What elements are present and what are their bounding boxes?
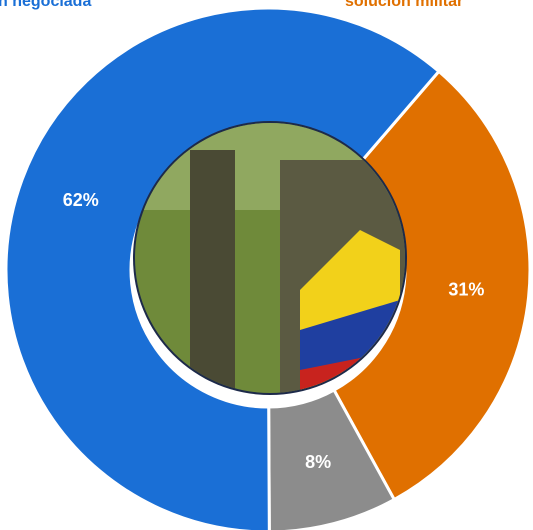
slice <box>267 388 397 530</box>
value-label: 31% <box>448 279 484 299</box>
value-label: 62% <box>63 190 99 210</box>
legend-label: n negociada <box>0 0 91 10</box>
legend-label: solución militar <box>345 0 463 10</box>
value-label: 8% <box>305 452 331 472</box>
labels: 31% 8% 62% <box>63 190 485 472</box>
